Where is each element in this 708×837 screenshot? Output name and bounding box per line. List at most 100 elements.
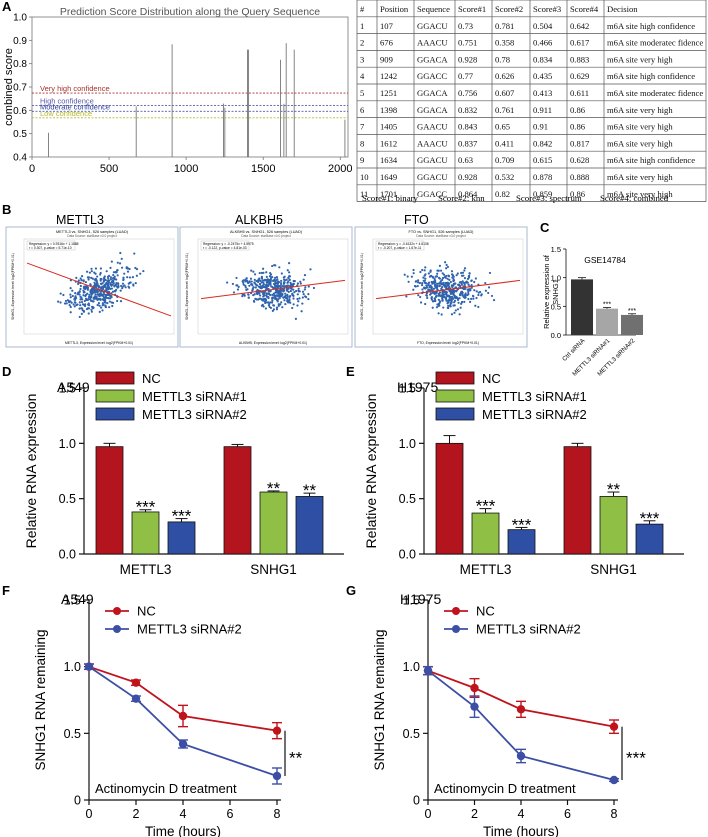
- scatter-point: [69, 287, 72, 290]
- series-line: [88, 665, 278, 732]
- scatter-point: [101, 298, 104, 301]
- scatter-point: [66, 299, 70, 302]
- scatter-point: [437, 292, 441, 295]
- scatter-legend-stats: r = 0.307, p-value = 5.71e-10: [29, 246, 72, 250]
- table-cell: 676: [380, 38, 394, 48]
- scatter-point: [111, 301, 115, 304]
- scatter-point: [109, 282, 112, 285]
- scatter-point: [269, 272, 272, 275]
- scatter-point: [105, 281, 108, 284]
- scatter-point: [274, 296, 277, 299]
- scatter-point: [297, 289, 300, 292]
- scatter-point: [57, 300, 60, 303]
- scatter-point: [426, 296, 429, 300]
- scatter-point: [450, 270, 454, 273]
- scatter-point: [77, 282, 80, 286]
- table-cell: GGACU: [417, 21, 448, 31]
- scatter-point: [467, 290, 470, 294]
- scatter-point: [467, 288, 470, 291]
- scatter-point: [232, 291, 236, 294]
- scatter-point: [114, 283, 117, 286]
- scatter-point: [97, 302, 101, 305]
- table-cell: 0.65: [495, 122, 510, 132]
- scatter-point: [276, 282, 280, 285]
- table-cell: 0.859: [533, 189, 552, 199]
- scatter-point: [403, 273, 406, 276]
- scatter-point: [435, 286, 439, 289]
- table-cell: 0.756: [458, 88, 478, 98]
- x-tick-label: 4: [180, 807, 187, 821]
- scatter-point: [71, 294, 74, 298]
- threshold-label: Very high confidence: [40, 84, 110, 93]
- scatter-point: [282, 281, 286, 284]
- scatter-point: [59, 301, 62, 304]
- data-point: [609, 775, 619, 785]
- scatter-point: [451, 285, 454, 288]
- scatter-point: [74, 292, 77, 295]
- table-cell: 0.842: [533, 138, 552, 148]
- scatter-point: [472, 295, 475, 298]
- annotation: Actinomycin D treatment: [434, 781, 576, 796]
- scatter-point: [441, 294, 444, 298]
- scatter-title: ALKBH5: [235, 213, 283, 227]
- scatter-point: [454, 309, 457, 312]
- scatter-point: [114, 271, 118, 274]
- panel-e-bar-chart: H1975 0.0 0.5 1.0 1.5 Relative RNA expression…: [363, 371, 684, 577]
- table-cell: GGACA: [417, 54, 448, 64]
- y-tick-label: 1.0: [403, 660, 420, 674]
- scatter-point: [300, 310, 303, 313]
- scatter-point: [89, 290, 92, 293]
- scatter-point: [248, 284, 251, 287]
- scatter-point: [79, 277, 82, 280]
- legend-label: NC: [482, 371, 501, 386]
- table-footnote: Score#4: combined: [600, 193, 669, 203]
- scatter-point: [245, 277, 248, 280]
- chart-title: H1975: [400, 591, 441, 607]
- scatter-point: [435, 306, 439, 309]
- scatter-point: [292, 297, 295, 300]
- scatter-point: [107, 277, 110, 280]
- scatter-point: [96, 275, 99, 278]
- scatter-point: [89, 284, 92, 287]
- x-tick-label: METTL3: [460, 562, 512, 577]
- scatter-point: [104, 301, 107, 304]
- scatter-point: [265, 288, 269, 291]
- scatter-point: [103, 276, 106, 279]
- scatter-point: [133, 252, 136, 255]
- table-header-cell: Decision: [607, 4, 638, 14]
- scatter-point: [92, 300, 95, 303]
- table-cell: 7: [360, 122, 365, 132]
- scatter-point: [101, 309, 104, 312]
- scatter-point: [289, 281, 292, 284]
- scatter-point: [450, 301, 453, 304]
- scatter-point: [448, 295, 451, 298]
- scatter-point: [275, 294, 278, 297]
- scatter-legend-regression: Regression: y = -0.6132x + 4.8138: [378, 242, 429, 246]
- scatter-point: [265, 275, 268, 279]
- scatter-point: [455, 290, 458, 293]
- scatter-point: [114, 290, 117, 293]
- scatter-point: [440, 285, 444, 289]
- scatter-point: [260, 286, 263, 290]
- legend-marker: [113, 607, 121, 615]
- scatter-point: [125, 266, 128, 269]
- scatter-point: [431, 281, 435, 284]
- significance-stars: ***: [603, 301, 611, 308]
- y-tick-label: 1.5: [64, 594, 81, 608]
- table-cell: 1398: [380, 105, 397, 115]
- scatter-point: [231, 282, 235, 286]
- table-header-cell: #: [360, 4, 365, 14]
- scatter-point: [259, 279, 262, 283]
- scatter-point: [110, 296, 113, 299]
- table-cell: 6: [360, 105, 365, 115]
- scatter-point: [277, 280, 280, 283]
- y-tick-label: 0.5: [399, 492, 416, 506]
- scatter-point: [433, 284, 437, 288]
- scatter-point: [81, 300, 84, 304]
- scatter-point: [437, 298, 440, 302]
- scatter-point: [462, 281, 466, 284]
- scatter-point: [100, 306, 103, 309]
- legend-swatch: [95, 371, 135, 385]
- scatter-point: [454, 296, 458, 300]
- scatter-point: [128, 286, 131, 289]
